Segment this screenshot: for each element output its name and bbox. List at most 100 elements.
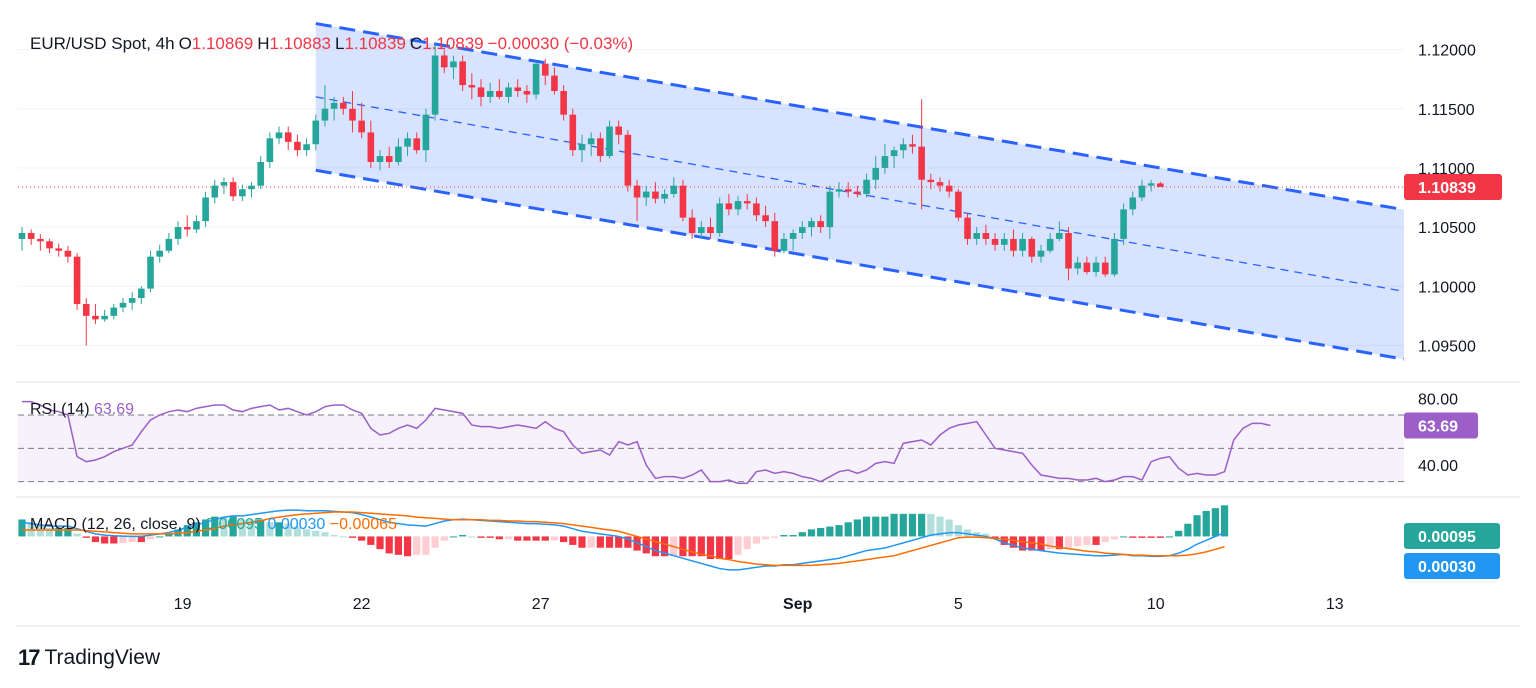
macd-legend[interactable]: MACD (12, 26, close, 9) 0.00095 0.00030 … <box>30 516 397 534</box>
macd-histogram-bar <box>918 513 926 537</box>
macd-histogram-bar <box>826 526 834 537</box>
candle-body <box>982 233 990 239</box>
rsi-legend[interactable]: RSI (14) 63.69 <box>30 401 134 419</box>
macd-histogram-bar <box>64 527 72 537</box>
candle-body <box>881 156 889 168</box>
candle-body <box>532 63 540 95</box>
macd-histogram-bar <box>119 536 127 543</box>
candle-body <box>367 132 375 162</box>
macd-histogram-bar <box>137 536 145 543</box>
price-tick-label: 1.11500 <box>1418 102 1475 119</box>
macd-histogram-bar <box>550 536 559 541</box>
macd-histogram-bar <box>91 536 100 543</box>
candle-body <box>294 141 301 151</box>
macd-histogram-bar <box>486 536 494 538</box>
macd-histogram-bar <box>73 533 81 537</box>
candle-body <box>1074 262 1081 269</box>
candle-body <box>340 102 347 109</box>
macd-histogram-bar <box>468 536 476 538</box>
candle-body <box>468 85 476 88</box>
candle-body <box>18 233 26 239</box>
candle-body <box>193 221 200 230</box>
candle-body <box>183 227 191 230</box>
candle-body <box>486 91 494 97</box>
rsi-value-badge <box>1404 412 1478 439</box>
candle-body <box>64 250 72 257</box>
change-value: −0.00030 (−0.03%) <box>487 34 634 53</box>
x-tick-label: 27 <box>532 596 550 613</box>
x-tick-label: 19 <box>174 596 192 613</box>
candle-body <box>945 185 953 192</box>
rsi-name: RSI (14) <box>30 401 90 418</box>
macd-histogram-bar <box>881 516 889 537</box>
candle-body <box>1028 238 1036 257</box>
candle-body <box>266 138 274 162</box>
macd-histogram-bar <box>449 536 458 538</box>
symbol-title[interactable]: EUR/USD Spot, 4h <box>30 34 175 53</box>
macd-histogram-bar <box>1138 536 1146 538</box>
signal-line <box>22 511 1225 567</box>
macd-histogram-bar <box>45 527 54 537</box>
footer-brand[interactable]: 17 TradingView <box>18 645 160 671</box>
candle-body <box>413 138 421 151</box>
channel-middle-line <box>315 96 1405 293</box>
macd-histogram-bar <box>661 536 669 557</box>
macd-histogram-bar <box>908 513 917 537</box>
candle-body <box>661 193 668 199</box>
macd-histogram-bar <box>1055 536 1063 550</box>
macd-histogram-bar <box>973 532 981 537</box>
macd-histogram-bar <box>82 536 90 538</box>
macd-histogram-bar <box>1000 536 1008 545</box>
macd-histogram-bar <box>1147 536 1155 538</box>
macd-histogram-bar <box>110 536 118 544</box>
candle-body <box>202 197 209 222</box>
candle-body <box>1129 197 1137 210</box>
candle-body <box>624 134 632 186</box>
macd-histogram-bar <box>578 536 586 548</box>
candle-body <box>899 144 907 151</box>
macd-histogram-bar <box>679 536 687 557</box>
candle-body <box>165 238 173 251</box>
candle-body <box>1120 209 1127 239</box>
macd-histogram-bar <box>257 519 265 537</box>
candle-body <box>541 63 549 76</box>
candle-body <box>312 120 320 145</box>
candle-body <box>1046 238 1054 251</box>
candle-body <box>138 288 145 299</box>
candle-body <box>872 167 880 180</box>
macd-histogram-bar <box>761 536 770 540</box>
channel-upper-line <box>315 22 1405 212</box>
candle-body <box>633 185 641 198</box>
signal-value-badge <box>1404 553 1500 579</box>
macd-histogram-bar <box>596 536 604 548</box>
macd-histogram-bar <box>128 536 136 543</box>
candle-body <box>147 256 154 289</box>
macd-histogram-bar <box>945 519 953 537</box>
macd-line <box>21 509 1225 571</box>
candle-body <box>927 179 935 183</box>
macd-legend-signal: 0.00030 <box>267 516 326 533</box>
candle-body <box>73 256 81 304</box>
macd-histogram-bar <box>532 536 540 541</box>
candle-body <box>229 182 237 197</box>
macd-histogram-bar <box>1009 536 1018 548</box>
macd-histogram-bar <box>1193 515 1201 537</box>
candle-body <box>817 221 824 228</box>
macd-histogram-bar <box>642 536 650 554</box>
candle-body <box>284 132 292 142</box>
candle-body <box>46 241 53 249</box>
macd-histogram-bar <box>899 513 907 537</box>
candle-body <box>597 138 604 157</box>
macd-histogram-bar <box>367 536 375 545</box>
rsi-line <box>22 400 1271 485</box>
candle-body <box>220 182 228 186</box>
candle-body <box>1147 183 1155 186</box>
candle-body <box>27 233 35 239</box>
macd-histogram-bar <box>275 522 283 537</box>
macd-histogram-bar <box>697 536 705 557</box>
macd-histogram-bar <box>1129 536 1137 538</box>
macd-histogram-bar <box>1156 536 1164 538</box>
macd-histogram-bar <box>284 523 292 537</box>
candle-body <box>918 146 925 180</box>
